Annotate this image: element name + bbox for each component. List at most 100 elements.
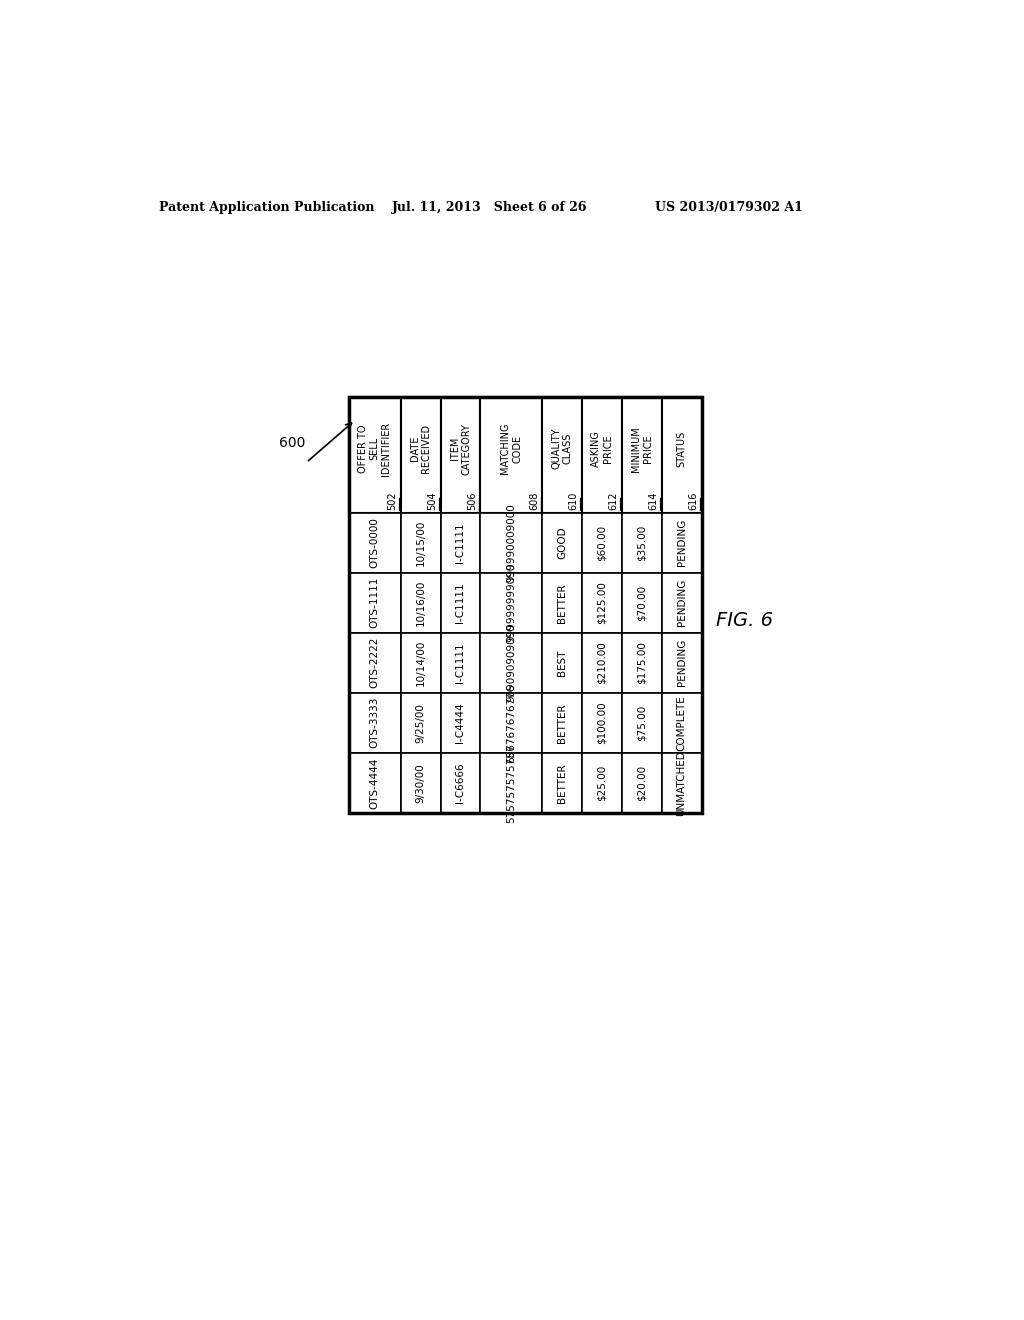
Bar bbox=[349, 573, 400, 632]
Text: 608: 608 bbox=[529, 491, 539, 510]
Text: 610: 610 bbox=[569, 491, 579, 510]
Bar bbox=[542, 512, 582, 573]
Text: $125.00: $125.00 bbox=[597, 581, 607, 624]
Bar bbox=[542, 632, 582, 693]
Text: $210.00: $210.00 bbox=[597, 642, 607, 684]
Bar bbox=[662, 573, 701, 632]
Text: BETTER: BETTER bbox=[557, 583, 567, 623]
Text: $20.00: $20.00 bbox=[637, 764, 647, 801]
Text: QUALITY
CLASS: QUALITY CLASS bbox=[551, 428, 572, 470]
Bar bbox=[542, 397, 582, 512]
Text: OTS-1111: OTS-1111 bbox=[370, 577, 380, 628]
Bar bbox=[582, 573, 622, 632]
Text: I-C6666: I-C6666 bbox=[456, 763, 466, 803]
Text: 10/16/00: 10/16/00 bbox=[416, 579, 426, 626]
Text: 10/15/00: 10/15/00 bbox=[416, 520, 426, 566]
Bar bbox=[582, 397, 622, 512]
Text: PENDING: PENDING bbox=[677, 579, 686, 627]
Text: 600: 600 bbox=[280, 437, 305, 450]
Bar bbox=[349, 632, 400, 693]
Text: I-C4444: I-C4444 bbox=[456, 702, 466, 743]
Bar bbox=[349, 397, 701, 813]
Text: BEST: BEST bbox=[557, 649, 567, 676]
Bar bbox=[582, 752, 622, 813]
Text: ASKING
PRICE: ASKING PRICE bbox=[591, 430, 612, 467]
Text: I-C1111: I-C1111 bbox=[456, 523, 466, 562]
Bar bbox=[582, 512, 622, 573]
Text: OTS-0000: OTS-0000 bbox=[370, 517, 380, 568]
Text: $25.00: $25.00 bbox=[597, 764, 607, 801]
Text: OTS-2222: OTS-2222 bbox=[370, 638, 380, 689]
Text: 9/30/00: 9/30/00 bbox=[416, 763, 426, 803]
Text: GOOD: GOOD bbox=[557, 527, 567, 558]
Bar bbox=[400, 632, 440, 693]
Bar bbox=[440, 693, 480, 752]
Text: $100.00: $100.00 bbox=[597, 701, 607, 744]
Bar bbox=[480, 632, 542, 693]
Text: OTS-4444: OTS-4444 bbox=[370, 758, 380, 809]
Text: 502: 502 bbox=[387, 491, 397, 510]
Text: Patent Application Publication: Patent Application Publication bbox=[159, 201, 375, 214]
Text: BETTER: BETTER bbox=[557, 763, 567, 803]
Text: COMPLETE: COMPLETE bbox=[677, 694, 686, 751]
Text: BETTER: BETTER bbox=[557, 704, 567, 743]
Bar bbox=[400, 397, 440, 512]
Text: 506: 506 bbox=[467, 491, 477, 510]
Text: 999999999090: 999999999090 bbox=[506, 564, 516, 643]
Text: 9/25/00: 9/25/00 bbox=[416, 702, 426, 743]
Text: OTS-3333: OTS-3333 bbox=[370, 697, 380, 748]
Text: US 2013/0179302 A1: US 2013/0179302 A1 bbox=[655, 201, 803, 214]
Bar bbox=[662, 512, 701, 573]
Text: FIG. 6: FIG. 6 bbox=[716, 611, 773, 630]
Bar bbox=[622, 752, 662, 813]
Bar bbox=[400, 752, 440, 813]
Bar bbox=[480, 693, 542, 752]
Text: OFFER TO
SELL
IDENTIFIER: OFFER TO SELL IDENTIFIER bbox=[358, 421, 391, 475]
Bar bbox=[440, 632, 480, 693]
Text: 999990009000: 999990009000 bbox=[506, 503, 516, 582]
Text: PENDING: PENDING bbox=[677, 639, 686, 686]
Bar bbox=[400, 693, 440, 752]
Text: DATE
RECEIVED: DATE RECEIVED bbox=[410, 424, 431, 474]
Bar bbox=[440, 512, 480, 573]
Text: $60.00: $60.00 bbox=[597, 524, 607, 561]
Text: ITEM
CATEGORY: ITEM CATEGORY bbox=[450, 422, 471, 475]
Text: UNMATCHED: UNMATCHED bbox=[677, 750, 686, 816]
Bar bbox=[349, 397, 400, 512]
Text: $35.00: $35.00 bbox=[637, 524, 647, 561]
Text: $175.00: $175.00 bbox=[637, 642, 647, 684]
Bar bbox=[400, 573, 440, 632]
Text: Jul. 11, 2013   Sheet 6 of 26: Jul. 11, 2013 Sheet 6 of 26 bbox=[391, 201, 587, 214]
Bar bbox=[622, 512, 662, 573]
Text: 10/14/00: 10/14/00 bbox=[416, 640, 426, 686]
Bar bbox=[622, 397, 662, 512]
Bar bbox=[400, 512, 440, 573]
Bar bbox=[542, 693, 582, 752]
Bar bbox=[480, 397, 542, 512]
Bar bbox=[349, 752, 400, 813]
Bar bbox=[440, 752, 480, 813]
Bar bbox=[480, 512, 542, 573]
Text: $75.00: $75.00 bbox=[637, 705, 647, 741]
Bar bbox=[349, 693, 400, 752]
Text: 686767676776: 686767676776 bbox=[506, 682, 516, 763]
Bar bbox=[480, 573, 542, 632]
Bar bbox=[662, 752, 701, 813]
Bar bbox=[662, 693, 701, 752]
Text: 504: 504 bbox=[427, 491, 437, 510]
Text: MINIMUM
PRICE: MINIMUM PRICE bbox=[631, 426, 652, 471]
Text: 616: 616 bbox=[688, 491, 698, 510]
Bar bbox=[662, 397, 701, 512]
Bar bbox=[622, 693, 662, 752]
Text: 612: 612 bbox=[608, 491, 618, 510]
Bar bbox=[622, 573, 662, 632]
Text: MATCHING
CODE: MATCHING CODE bbox=[501, 422, 522, 474]
Text: I-C1111: I-C1111 bbox=[456, 582, 466, 623]
Bar bbox=[542, 752, 582, 813]
Bar bbox=[662, 632, 701, 693]
Text: 614: 614 bbox=[648, 491, 658, 510]
Text: $70.00: $70.00 bbox=[637, 585, 647, 620]
Bar bbox=[622, 632, 662, 693]
Text: PENDING: PENDING bbox=[677, 519, 686, 566]
Bar bbox=[440, 573, 480, 632]
